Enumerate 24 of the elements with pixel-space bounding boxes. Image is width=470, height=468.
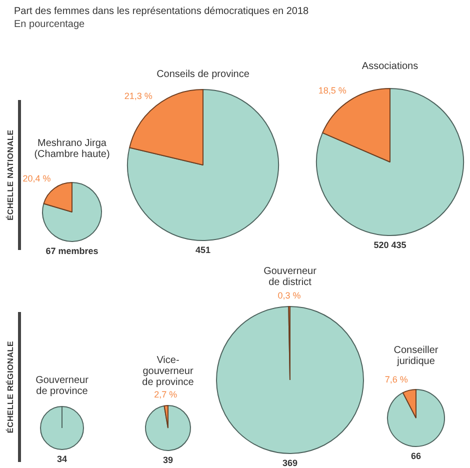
- text: 369: [282, 458, 298, 468]
- data-label: 2,7 %: [154, 390, 178, 400]
- text: 67 membres: [46, 246, 98, 256]
- chart-title: Meshrano Jirga (Chambre haute): [34, 138, 110, 160]
- text: 39: [162, 455, 174, 465]
- chart-title: Vice- gouverneur de province: [142, 355, 194, 388]
- chart-title: Associations: [362, 61, 418, 72]
- data-label: 21,3 %: [124, 91, 152, 102]
- text: ÉCHELLE NATIONALE: [6, 128, 15, 222]
- data-label: 20,4 %: [22, 174, 51, 184]
- text: Part des femmes dans les représentations démocratiques en 2018: [14, 6, 309, 17]
- data-label: 7,6 %: [384, 374, 408, 384]
- text: 451: [195, 245, 211, 255]
- chart-title: Conseiller juridique: [394, 345, 438, 367]
- chart-title: Gouverneur de district: [264, 266, 316, 288]
- text: 520 435: [374, 240, 406, 250]
- data-label: 0,3 %: [278, 290, 301, 300]
- chart-title: Gouverneur de province: [36, 375, 88, 397]
- text: En pourcentage: [14, 19, 85, 30]
- data-label: 18,5 %: [318, 86, 346, 96]
- text: 66: [410, 451, 422, 461]
- chart-title: Conseils de province: [156, 69, 250, 80]
- text: ÉCHELLE RÉGIONALE: [6, 340, 15, 436]
- text: 34: [56, 454, 68, 464]
